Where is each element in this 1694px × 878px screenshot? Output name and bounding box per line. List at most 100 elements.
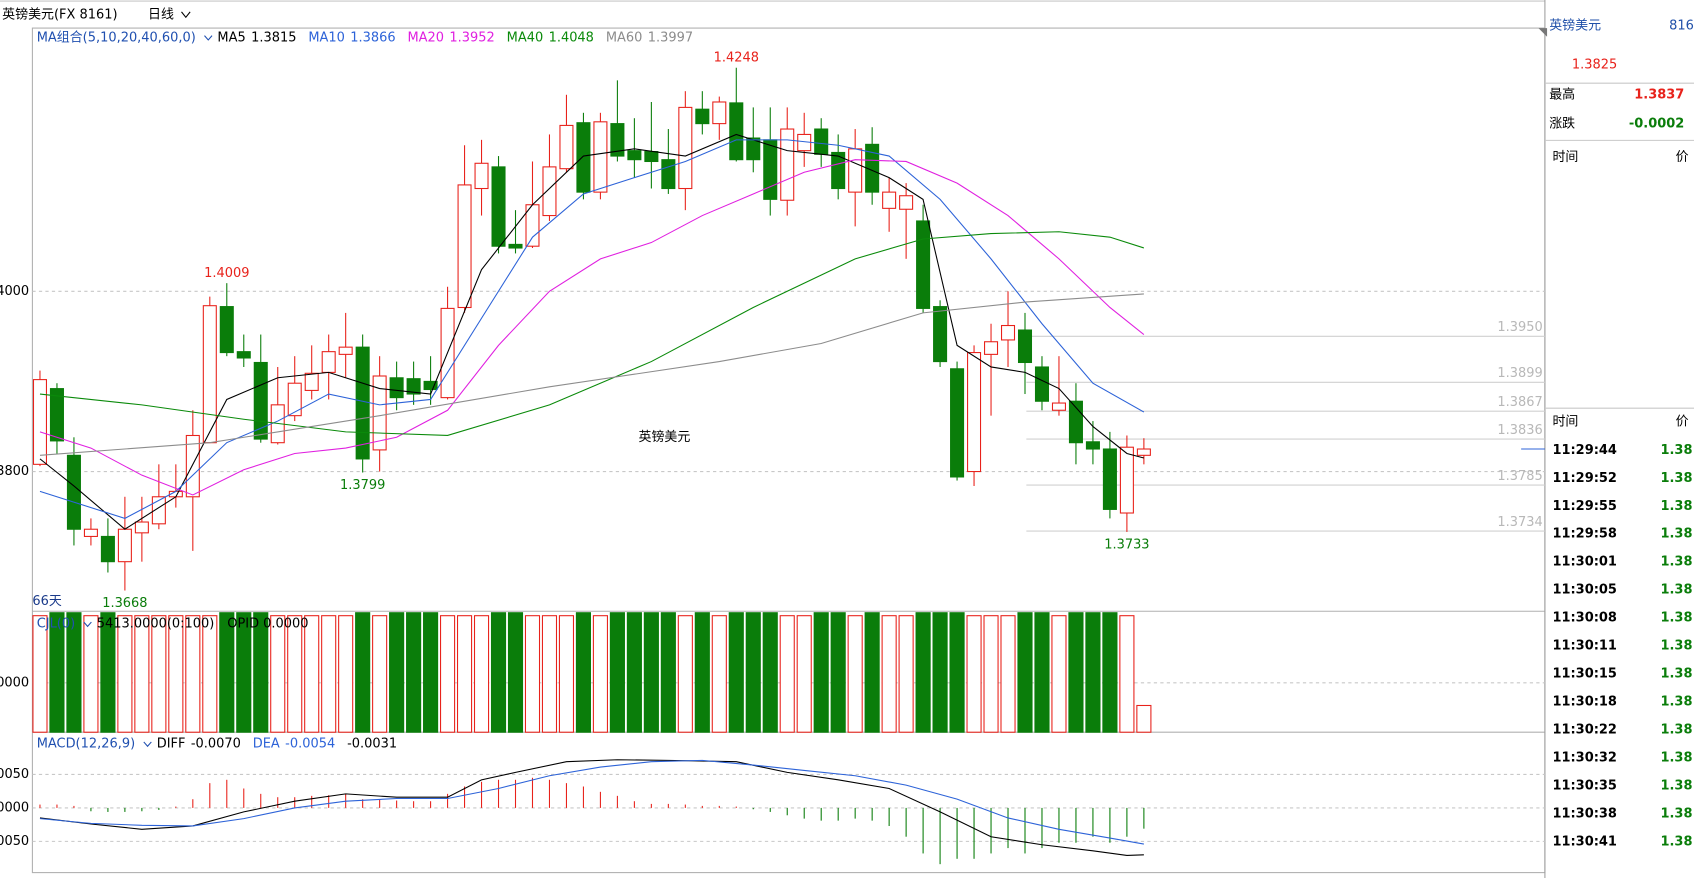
volume-bar	[406, 612, 422, 733]
tick-price: 1.38	[1661, 667, 1693, 682]
legend-value: -0.0070	[191, 737, 241, 752]
legend-name: DIFF	[157, 737, 186, 752]
legend-name: MA5	[217, 30, 245, 45]
volume-bar	[779, 615, 795, 733]
list-header: 时间	[1552, 150, 1578, 165]
indicator-line	[39, 293, 1144, 456]
y-tick-label: 0.0000	[0, 800, 29, 815]
volume-bar	[185, 615, 201, 733]
candle-body	[916, 220, 931, 309]
tick-price: 1.38	[1661, 555, 1693, 570]
volume-bar	[541, 615, 558, 733]
volume-bar	[762, 612, 778, 733]
volume-bar	[1136, 704, 1152, 733]
candle-body	[848, 148, 863, 193]
candle-body	[389, 377, 404, 399]
candle-body	[831, 151, 846, 190]
y-tick-label: 1.4000	[0, 284, 29, 299]
instrument-title: 英镑美元(FX 8161)	[2, 7, 117, 23]
side-code: 8161	[1669, 18, 1694, 33]
volume-bar	[151, 615, 167, 733]
volume-bar	[592, 615, 608, 733]
level-label: 1.3899	[1497, 366, 1542, 381]
volume-bar	[745, 612, 761, 733]
candle-body	[100, 535, 115, 563]
candle-body	[1085, 441, 1100, 450]
legend-name: MA20	[408, 30, 445, 45]
volume-bar	[830, 612, 846, 733]
tick-time: 11:30:11	[1552, 639, 1616, 654]
volume-bar	[728, 612, 744, 733]
tick-time: 11:30:41	[1552, 834, 1616, 849]
candle-body	[185, 434, 200, 498]
legend-value: 1.3997	[648, 30, 693, 45]
tick-time: 11:30:18	[1552, 695, 1616, 710]
candle-body	[236, 351, 251, 359]
legend-chevron	[83, 621, 92, 628]
volume-bar	[847, 615, 863, 733]
candle-body	[559, 124, 574, 170]
side-price: 1.3825	[1572, 57, 1617, 72]
side-title: 英镑美元	[1549, 17, 1601, 33]
volume-bar	[1102, 612, 1118, 733]
period-chevron[interactable]	[181, 11, 191, 19]
panel-info: 5413.0000(0:100)	[97, 617, 215, 632]
candle-body	[219, 306, 234, 354]
candle-body	[253, 361, 268, 440]
volume-bar	[626, 612, 642, 733]
period-selector[interactable]: 日线	[148, 8, 174, 23]
volume-bar	[524, 615, 541, 733]
volume-bar	[813, 612, 829, 733]
volume-bar	[507, 612, 524, 733]
y-tick-label: 10000	[0, 675, 29, 690]
candle-body	[355, 346, 370, 460]
candle-body	[729, 102, 744, 161]
volume-bar	[372, 615, 388, 733]
candle-body	[644, 151, 659, 163]
candle-body	[678, 106, 693, 190]
volume-bar	[694, 612, 710, 733]
candle-body	[814, 128, 829, 155]
volume-bar	[915, 612, 931, 733]
list-header: 价	[1676, 150, 1689, 165]
tick-price: 1.38	[1661, 806, 1693, 821]
indicator-line	[39, 759, 1144, 845]
extreme-label: 1.4248	[714, 51, 759, 66]
side-row-value: 1.3837	[1634, 88, 1684, 103]
panel-title: CJL(0)	[37, 617, 75, 632]
volume-bar	[338, 615, 354, 733]
tick-time: 11:30:22	[1552, 723, 1616, 738]
volume-bar	[609, 612, 625, 733]
level-label: 1.3734	[1497, 515, 1542, 530]
level-label: 1.3867	[1497, 395, 1542, 410]
list-header: 时间	[1552, 415, 1578, 430]
candle-body	[372, 375, 387, 451]
tick-price: 1.38	[1661, 443, 1693, 458]
volume-bar	[32, 615, 48, 733]
candle-body	[576, 122, 591, 193]
candle-body	[83, 528, 98, 537]
candle-body	[151, 496, 166, 525]
indicator-line	[39, 139, 1145, 519]
candle-body	[287, 382, 302, 417]
tick-price: 1.38	[1661, 723, 1693, 738]
candle-body	[661, 159, 676, 190]
volume-bar	[287, 615, 303, 733]
level-label: 1.3950	[1497, 320, 1542, 335]
volume-bar	[864, 612, 880, 733]
candle-body	[1102, 448, 1117, 510]
volume-bar	[1034, 612, 1050, 733]
volume-bar	[1068, 612, 1084, 733]
candle-body	[950, 368, 965, 478]
volume-bar	[660, 612, 676, 733]
tick-time: 11:30:05	[1552, 583, 1616, 598]
candle-body	[984, 341, 999, 355]
volume-bar	[1085, 612, 1101, 733]
volume-bar	[236, 612, 252, 733]
volume-bar	[1119, 615, 1135, 733]
volume-bar	[932, 612, 948, 733]
tick-price: 1.38	[1661, 778, 1693, 793]
panel-info: OPID 0.0000	[227, 617, 308, 632]
